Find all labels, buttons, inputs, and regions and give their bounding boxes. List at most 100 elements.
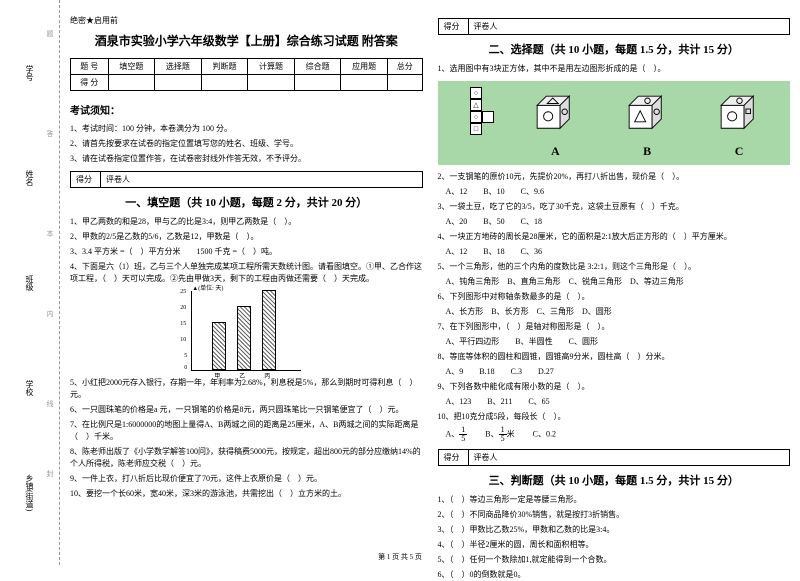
section1-title: 一、填空题（共 10 小题，每题 2 分，共计 20 分） (70, 194, 423, 210)
binding-margin: 题 答 本 内 线 封 学号 姓名 班级 学校 乡镇(街道) (0, 0, 60, 565)
section-score-bar: 得分 评卷人 (438, 449, 791, 466)
cube-net: ○ △ ○ □ (461, 87, 491, 159)
bar-jia (212, 322, 226, 370)
table-row: 题 号 填空题 选择题 判断题 计算题 综合题 应用题 总分 (71, 59, 423, 75)
td (387, 75, 422, 91)
rater-label: 评卷人 (101, 172, 422, 187)
question: 3、3.4 平方米 =（ ）平方分米 1500 千克 =（ ）吨。 (70, 246, 423, 258)
question-opts: A、12 B、18 C、36 (438, 246, 791, 258)
question: 2、一支钢笔的原价10元，先提价20%，再打八折出售，现价是（ ）。 (438, 171, 791, 183)
question-opts: A、20 B、50 C、18 (438, 216, 791, 228)
question: 1、甲乙两数的和是28，甲与乙的比是3:4，则甲乙两数是（ ）。 (70, 216, 423, 228)
question: 1、（ ）等边三角形一定是等腰三角形。 (438, 494, 791, 506)
left-column: 绝密★启用前 酒泉市实验小学六年级数学【上册】综合练习试题 附答案 题 号 填空… (70, 15, 423, 560)
cube-c: C (712, 87, 767, 159)
th: 应用题 (341, 59, 388, 75)
xtick: 乙 (239, 371, 245, 380)
page-footer: 第 1 页 共 5 页 (0, 552, 800, 562)
cube-a: A (528, 87, 583, 159)
vtext: 题 (45, 30, 55, 37)
margin-label-name: 姓名 (24, 153, 35, 203)
cube-label: B (643, 144, 651, 159)
th: 综合题 (294, 59, 341, 75)
question: 4、一块正方地砖的周长是28厘米，它的面积是2:1放大后正方形的（ ）平方厘米。 (438, 231, 791, 243)
table-row: 得 分 (71, 75, 423, 91)
vtext: 内 (45, 310, 55, 317)
ytick: 0 (184, 365, 187, 371)
question: 4、（ ）半径2厘米的圆，周长和面积相等。 (438, 539, 791, 551)
th: 总分 (387, 59, 422, 75)
question: 7、在比例尺是1:6000000的地图上量得A、B两城之间的距离是25厘米，A、… (70, 419, 423, 443)
td (155, 75, 202, 91)
notice-heading: 考试须知： (70, 102, 423, 117)
score-table: 题 号 填空题 选择题 判断题 计算题 综合题 应用题 总分 得 分 (70, 58, 423, 91)
question: 6、下列图形中对称轴条数最多的是（ ）。 (438, 291, 791, 303)
question: 9、一件上衣，打八折后比现价便宜了70元，这件上衣原价是（ ）元。 (70, 473, 423, 485)
th: 选择题 (155, 59, 202, 75)
rater-label: 评卷人 (469, 19, 790, 34)
question: 6、（ ）0的倒数就是0。 (438, 569, 791, 581)
opt-b: B、 (485, 429, 498, 438)
ytick: 20 (180, 305, 186, 311)
margin-label-school: 学校 (24, 363, 35, 413)
page-content: 绝密★启用前 酒泉市实验小学六年级数学【上册】综合练习试题 附答案 题 号 填空… (60, 0, 800, 565)
question: 3、一袋土豆，吃了它的3/5，吃了30千克，这袋土豆原有（ ）千克。 (438, 201, 791, 213)
vtext: 本 (45, 230, 55, 237)
question: 9、下列各数中能化成有限小数的是（ ）。 (438, 381, 791, 393)
notice-item: 2、请首先按要求在试卷的指定位置填写您的姓名、班级、学号。 (70, 138, 423, 150)
td (201, 75, 248, 91)
question: 2、（ ）不同商品降价30%销售，就是按打3折销售。 (438, 509, 791, 521)
ytick: 25 (180, 289, 186, 295)
xtick: 丙 (264, 371, 270, 380)
bar-chart: ▲(单位: 天) 25 20 15 10 5 0 甲 乙 丙 (191, 291, 301, 371)
chart-title: ▲(单位: 天) (192, 283, 223, 292)
margin-label-id: 学号 (24, 48, 35, 98)
question-opts: A、9 B.18 C.3 D.27 (438, 366, 791, 378)
fraction: 15 (459, 426, 467, 443)
section3-title: 三、判断题（共 10 小题，每题 1.5 分，共计 15 分） (438, 472, 791, 488)
question: 7、在下列图形中，（ ）是轴对称图形是（ ）。 (438, 321, 791, 333)
score-label: 得分 (439, 450, 469, 465)
question-opts: A、15 B、15米 C、0.2 (438, 426, 791, 443)
opt-a: A、 (446, 429, 460, 438)
unit: 米 (507, 429, 515, 438)
td (294, 75, 341, 91)
td (108, 75, 155, 91)
opt-c: C、0.2 (533, 429, 556, 438)
rater-label: 评卷人 (469, 450, 790, 465)
ytick: 15 (180, 321, 186, 327)
right-column: 得分 评卷人 二、选择题（共 10 小题，每题 1.5 分，共计 15 分） 1… (438, 15, 791, 560)
th: 题 号 (71, 59, 109, 75)
ytick: 10 (180, 337, 186, 343)
question: 3、（ ）甲数比乙数25%，甲数和乙数的比是3:4。 (438, 524, 791, 536)
section-score-bar: 得分 评卷人 (438, 18, 791, 35)
question: 5、一个三角形，他的三个内角的度数比是 3:2:1，则这个三角形是（ ）。 (438, 261, 791, 273)
cube-label: A (551, 144, 560, 159)
fraction: 15 (499, 426, 507, 443)
td (341, 75, 388, 91)
cube-b: B (620, 87, 675, 159)
vtext: 线 (45, 400, 55, 407)
question-opts: A、123 B、211 C、65 (438, 396, 791, 408)
td (248, 75, 295, 91)
td: 得 分 (71, 75, 109, 91)
vtext: 答 (45, 130, 55, 137)
margin-label-town: 乡镇(街道) (24, 468, 35, 518)
question: 8、陈老师出版了《小学数学解答100问》，获得稿费5000元，按规定，超出800… (70, 446, 423, 470)
section-score-bar: 得分 评卷人 (70, 171, 423, 188)
margin-label-class: 班级 (24, 258, 35, 308)
question: 1、选用图中有3块正方体，其中不是用左边图形折成的是（ ）。 (438, 63, 791, 75)
score-label: 得分 (439, 19, 469, 34)
question: 10、要挖一个长60米，宽40米，深3米的游泳池，共需挖出（ ）立方米的土。 (70, 488, 423, 500)
question-opts: A、长方形 B、长方形 C、三角形 D、圆形 (438, 306, 791, 318)
th: 填空题 (108, 59, 155, 75)
notice-item: 1、考试时间：100 分钟，本卷满分为 100 分。 (70, 123, 423, 135)
question-opts: A、钝角三角形 B、直角三角形 C、锐角三角形 D、等边三角形 (438, 276, 791, 288)
th: 计算题 (248, 59, 295, 75)
question-opts: A、平行四边形 B、半圆性 C、圆形 (438, 336, 791, 348)
question: 6、一只圆珠笔的价格是a 元，一只钢笔的价格是8元，两只圆珠笔比一只钢笔便宜了（… (70, 404, 423, 416)
vtext: 封 (45, 470, 55, 477)
th: 判断题 (201, 59, 248, 75)
bar-bing (262, 290, 276, 370)
cube-label: C (735, 144, 744, 159)
